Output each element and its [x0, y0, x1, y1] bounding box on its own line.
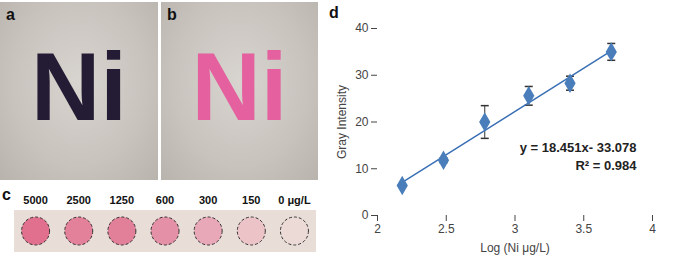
svg-text:300: 300	[199, 194, 217, 206]
svg-text:1250: 1250	[110, 194, 134, 206]
svg-text:30: 30	[355, 68, 369, 82]
html-text:d: d	[329, 4, 339, 21]
svg-text:600: 600	[156, 194, 174, 206]
svg-text:2500: 2500	[66, 194, 90, 206]
svg-text:2: 2	[374, 222, 381, 236]
svg-text:Log (Ni μg/L): Log (Ni μg/L)	[480, 241, 550, 255]
svg-text:3.5: 3.5	[575, 222, 592, 236]
svg-text:0: 0	[362, 208, 369, 222]
html-text:Ni: Ni	[191, 33, 288, 140]
svg-text:y = 18.451x- 33.078: y = 18.451x- 33.078	[520, 140, 637, 155]
svg-text:40: 40	[355, 21, 369, 35]
svg-text:Gray Intensity: Gray Intensity	[335, 85, 349, 159]
svg-text:20: 20	[355, 115, 369, 129]
svg-text:5000: 5000	[23, 194, 47, 206]
html-text:b: b	[167, 6, 177, 23]
html-text:Ni: Ni	[31, 33, 127, 140]
svg-text:0 μg/L: 0 μg/L	[278, 194, 311, 206]
svg-text:3: 3	[512, 222, 519, 236]
svg-text:2.5: 2.5	[438, 222, 455, 236]
svg-text:10: 10	[355, 162, 369, 176]
svg-text:150: 150	[242, 194, 260, 206]
html-text:a: a	[6, 6, 15, 23]
svg-text:c: c	[2, 186, 11, 203]
svg-text:4: 4	[649, 222, 656, 236]
svg-text:R² = 0.984: R² = 0.984	[575, 158, 637, 173]
